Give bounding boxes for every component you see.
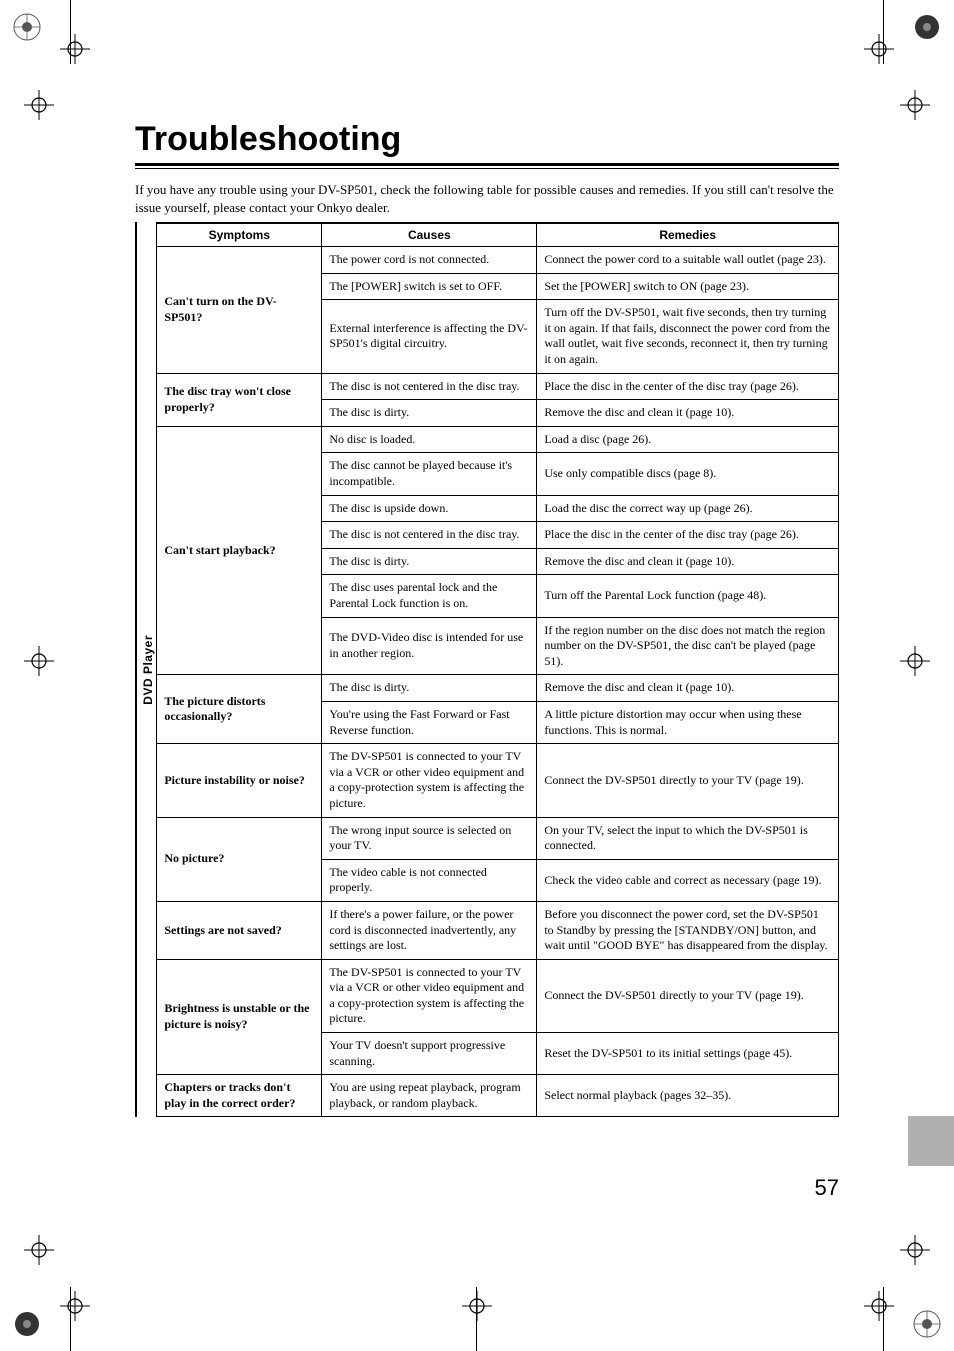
remedy-cell: Reset the DV-SP501 to its initial settin…: [537, 1033, 839, 1075]
registration-mark-icon: [24, 646, 54, 676]
crop-line: [70, 0, 71, 64]
crop-mark-icon: [912, 12, 942, 42]
troubleshooting-table: Symptoms Causes Remedies Can't turn on t…: [156, 222, 839, 1117]
cause-cell: The DVD-Video disc is intended for use i…: [322, 617, 537, 675]
col-header-remedies: Remedies: [537, 223, 839, 247]
remedy-cell: Connect the DV-SP501 directly to your TV…: [537, 959, 839, 1032]
intro-text: If you have any trouble using your DV-SP…: [135, 181, 839, 216]
cause-cell: The disc is dirty.: [322, 548, 537, 575]
crop-line: [70, 1287, 71, 1351]
page-title: Troubleshooting: [135, 120, 839, 159]
section-tab: [908, 1116, 954, 1166]
divider: [135, 168, 839, 169]
symptom-cell: Settings are not saved?: [157, 901, 322, 959]
crop-mark-icon: [12, 12, 42, 42]
cause-cell: The disc uses parental lock and the Pare…: [322, 575, 537, 617]
cause-cell: If there's a power failure, or the power…: [322, 901, 537, 959]
registration-mark-icon: [900, 1235, 930, 1265]
page-number: 57: [815, 1175, 839, 1201]
divider: [135, 163, 839, 166]
remedy-cell: Before you disconnect the power cord, se…: [537, 901, 839, 959]
table-row: Chapters or tracks don't play in the cor…: [157, 1075, 839, 1117]
remedy-cell: Turn off the DV-SP501, wait five seconds…: [537, 300, 839, 373]
page: Troubleshooting If you have any trouble …: [0, 0, 954, 1351]
table-header-row: Symptoms Causes Remedies: [157, 223, 839, 247]
remedy-cell: Set the [POWER] switch to ON (page 23).: [537, 273, 839, 300]
registration-mark-icon: [24, 1235, 54, 1265]
registration-mark-icon: [24, 90, 54, 120]
cause-cell: Your TV doesn't support progressive scan…: [322, 1033, 537, 1075]
crop-line: [476, 1287, 477, 1351]
cause-cell: The power cord is not connected.: [322, 247, 537, 274]
remedy-cell: Use only compatible discs (page 8).: [537, 453, 839, 495]
remedy-cell: Place the disc in the center of the disc…: [537, 373, 839, 400]
registration-mark-icon: [900, 646, 930, 676]
remedy-cell: Remove the disc and clean it (page 10).: [537, 548, 839, 575]
registration-mark-icon: [864, 1291, 894, 1321]
symptom-cell: The picture distorts occasionally?: [157, 675, 322, 744]
col-header-causes: Causes: [322, 223, 537, 247]
symptom-cell: Chapters or tracks don't play in the cor…: [157, 1075, 322, 1117]
troubleshooting-table-wrap: DVD Player Symptoms Causes Remedies Can'…: [135, 222, 839, 1117]
remedy-cell: Connect the DV-SP501 directly to your TV…: [537, 744, 839, 817]
cause-cell: You are using repeat playback, program p…: [322, 1075, 537, 1117]
cause-cell: The disc is not centered in the disc tra…: [322, 373, 537, 400]
registration-mark-icon: [462, 1291, 492, 1321]
remedy-cell: Remove the disc and clean it (page 10).: [537, 400, 839, 427]
cause-cell: The disc is not centered in the disc tra…: [322, 522, 537, 549]
cause-cell: The [POWER] switch is set to OFF.: [322, 273, 537, 300]
cause-cell: The DV-SP501 is connected to your TV via…: [322, 959, 537, 1032]
table-row: Can't start playback? No disc is loaded.…: [157, 426, 839, 453]
cause-cell: The disc is dirty.: [322, 400, 537, 427]
remedy-cell: Place the disc in the center of the disc…: [537, 522, 839, 549]
registration-mark-icon: [864, 34, 894, 64]
symptom-cell: Can't start playback?: [157, 426, 322, 675]
registration-mark-icon: [60, 34, 90, 64]
table-row: The picture distorts occasionally? The d…: [157, 675, 839, 702]
cause-cell: The DV-SP501 is connected to your TV via…: [322, 744, 537, 817]
remedy-cell: Remove the disc and clean it (page 10).: [537, 675, 839, 702]
cause-cell: No disc is loaded.: [322, 426, 537, 453]
col-header-symptoms: Symptoms: [157, 223, 322, 247]
registration-mark-icon: [60, 1291, 90, 1321]
remedy-cell: If the region number on the disc does no…: [537, 617, 839, 675]
cause-cell: The video cable is not connected properl…: [322, 859, 537, 901]
remedy-cell: Select normal playback (pages 32–35).: [537, 1075, 839, 1117]
cause-cell: You're using the Fast Forward or Fast Re…: [322, 701, 537, 743]
symptom-cell: The disc tray won't close properly?: [157, 373, 322, 426]
symptom-cell: Can't turn on the DV-SP501?: [157, 247, 322, 374]
remedy-cell: A little picture distortion may occur wh…: [537, 701, 839, 743]
cause-cell: The wrong input source is selected on yo…: [322, 817, 537, 859]
crop-mark-icon: [12, 1309, 42, 1339]
table-row: The disc tray won't close properly? The …: [157, 373, 839, 400]
crop-mark-icon: [912, 1309, 942, 1339]
section-side-label-slot: DVD Player: [135, 222, 158, 1117]
cause-cell: The disc is upside down.: [322, 495, 537, 522]
table-row: Can't turn on the DV-SP501? The power co…: [157, 247, 839, 274]
crop-line: [883, 0, 884, 64]
symptom-cell: Picture instability or noise?: [157, 744, 322, 817]
symptom-cell: No picture?: [157, 817, 322, 901]
registration-mark-icon: [900, 90, 930, 120]
cause-cell: The disc cannot be played because it's i…: [322, 453, 537, 495]
remedy-cell: Check the video cable and correct as nec…: [537, 859, 839, 901]
remedy-cell: Load a disc (page 26).: [537, 426, 839, 453]
symptom-cell: Brightness is unstable or the picture is…: [157, 959, 322, 1075]
remedy-cell: Load the disc the correct way up (page 2…: [537, 495, 839, 522]
cause-cell: External interference is affecting the D…: [322, 300, 537, 373]
crop-line: [883, 1287, 884, 1351]
cause-cell: The disc is dirty.: [322, 675, 537, 702]
table-row: No picture? The wrong input source is se…: [157, 817, 839, 859]
remedy-cell: Turn off the Parental Lock function (pag…: [537, 575, 839, 617]
table-row: Brightness is unstable or the picture is…: [157, 959, 839, 1032]
table-row: Picture instability or noise? The DV-SP5…: [157, 744, 839, 817]
section-side-label: DVD Player: [141, 635, 155, 705]
remedy-cell: Connect the power cord to a suitable wal…: [537, 247, 839, 274]
table-row: Settings are not saved? If there's a pow…: [157, 901, 839, 959]
remedy-cell: On your TV, select the input to which th…: [537, 817, 839, 859]
